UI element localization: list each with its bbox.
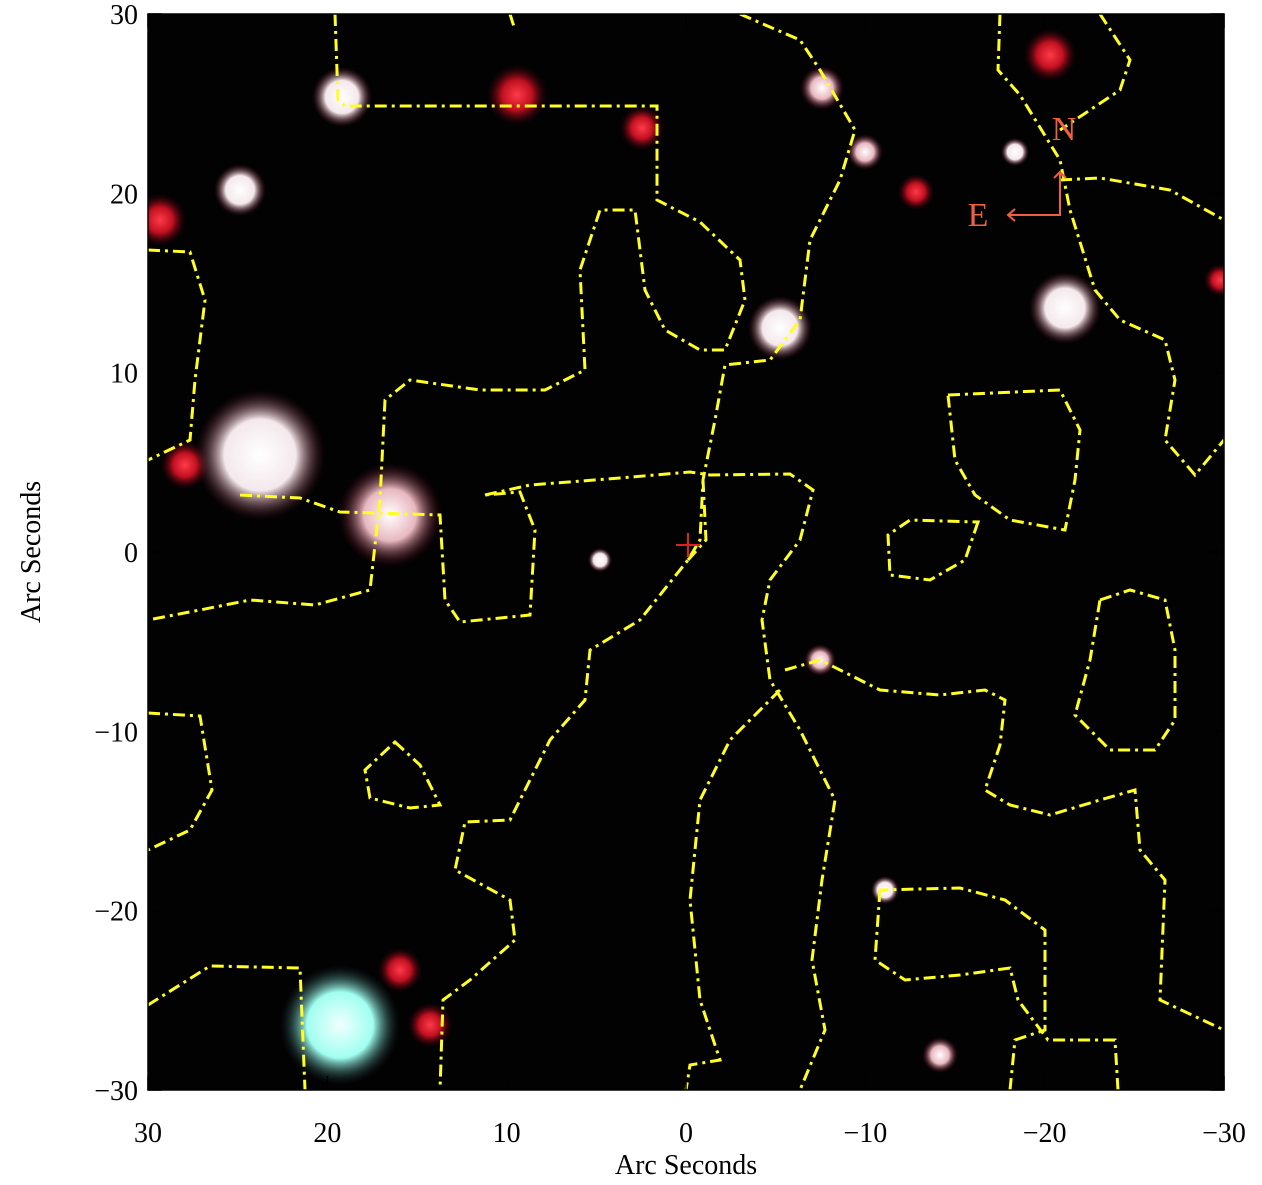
y-tick-label: 0 (124, 538, 138, 569)
y-tick-label: 20 (110, 179, 138, 210)
x-tick-label: −30 (1202, 1118, 1246, 1149)
compass-north: N (1052, 111, 1077, 148)
x-tick-label: 10 (493, 1118, 521, 1149)
y-axis-label: Arc Seconds (16, 481, 47, 623)
center-cross (676, 533, 700, 557)
compass-east: E (968, 197, 989, 234)
y-tick-label: 10 (110, 359, 138, 390)
compass (1006, 170, 1067, 222)
y-tick-label: −20 (94, 897, 138, 928)
x-tick-label: −20 (1023, 1118, 1067, 1149)
x-tick-label: 30 (134, 1118, 162, 1149)
sky-image: N E (148, 14, 1224, 1090)
y-tick-label: 30 (110, 0, 138, 31)
x-tick-label: −10 (843, 1118, 887, 1149)
y-tick-label: −10 (94, 717, 138, 748)
y-tick-label: −30 (94, 1076, 138, 1107)
x-tick-label: 20 (313, 1118, 341, 1149)
x-axis-label: Arc Seconds (615, 1150, 757, 1180)
x-tick-label: 0 (679, 1118, 693, 1149)
